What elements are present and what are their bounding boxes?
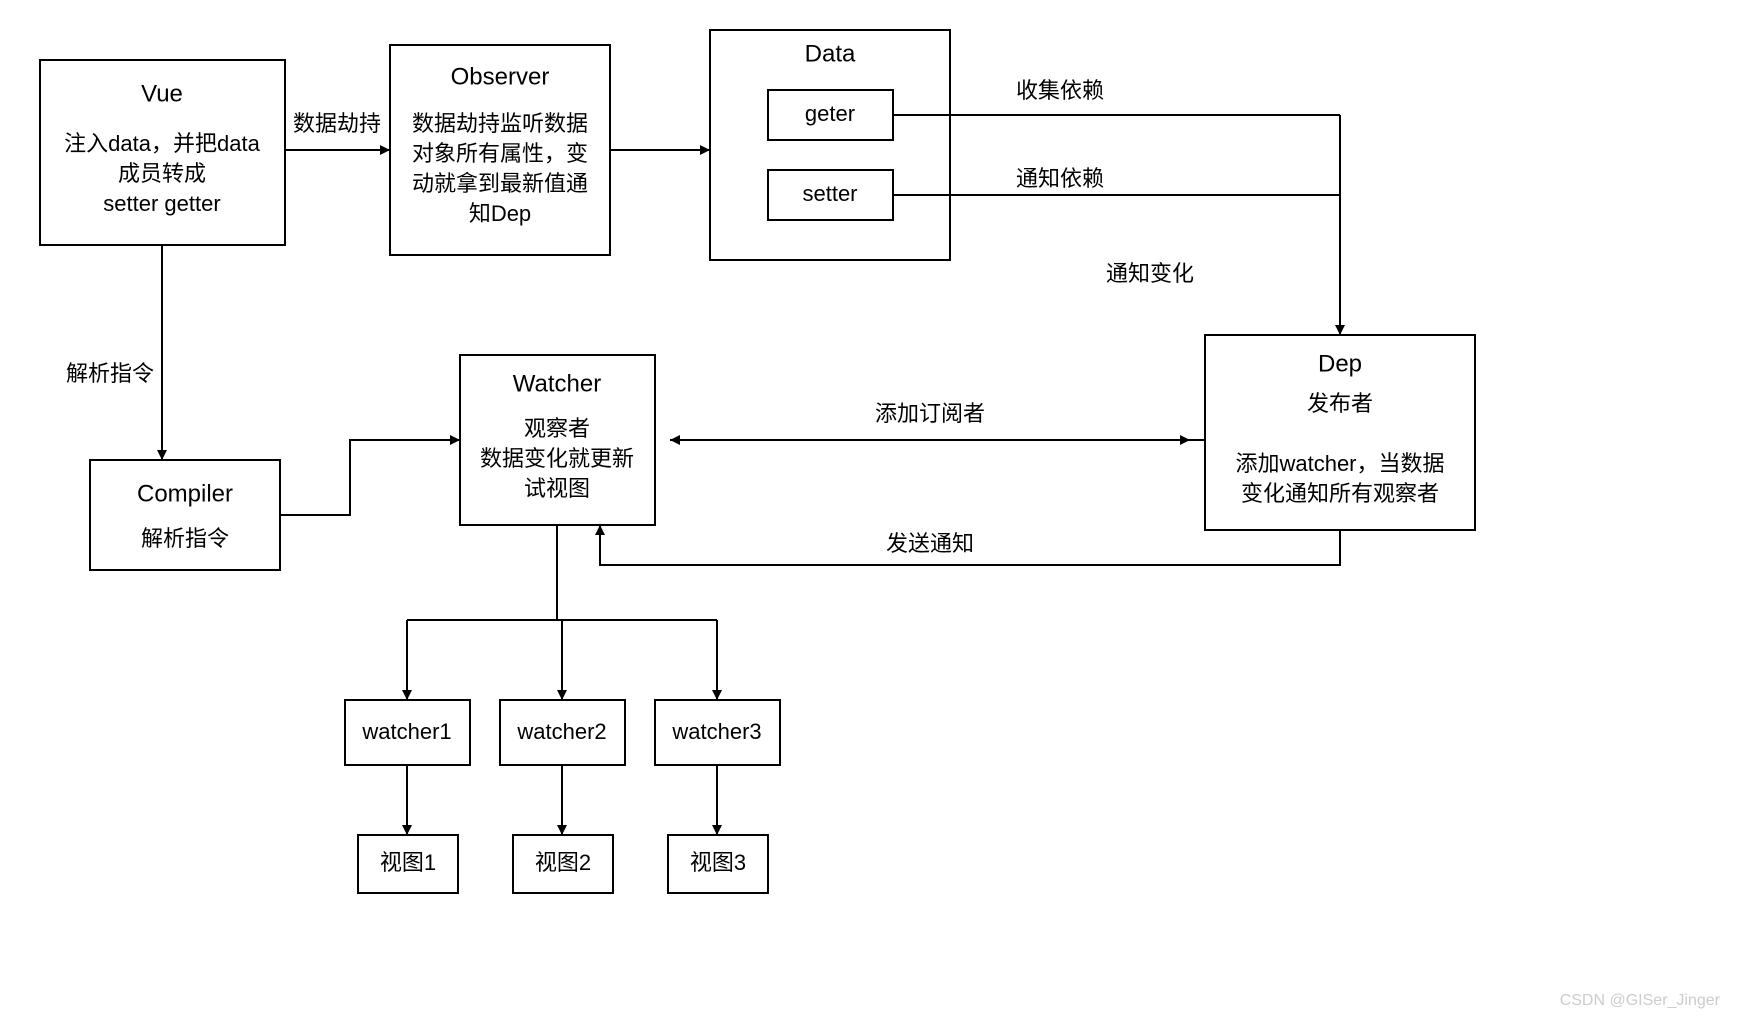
w3-label: watcher3 bbox=[671, 719, 761, 744]
watcher-title: Watcher bbox=[513, 370, 601, 397]
label-vue-observer: 数据劫持 bbox=[293, 111, 381, 136]
node-vue: Vue 注入data，并把data 成员转成 setter getter bbox=[40, 60, 285, 245]
edge-compiler-watcher bbox=[280, 440, 460, 515]
watcher-desc-1: 数据变化就更新 bbox=[480, 446, 634, 471]
v2-label: 视图2 bbox=[535, 850, 591, 875]
node-dep: Dep 发布者 添加watcher，当数据 变化通知所有观察者 bbox=[1205, 335, 1475, 530]
dep-desc-3: 变化通知所有观察者 bbox=[1241, 481, 1439, 506]
watermark: CSDN @GISer_Jinger bbox=[1560, 992, 1721, 1009]
observer-desc-0: 数据劫持监听数据 bbox=[412, 111, 588, 136]
node-data: Data geter setter bbox=[710, 30, 950, 260]
node-view3: 视图3 bbox=[668, 835, 768, 893]
label-send-notify: 发送通知 bbox=[886, 531, 974, 556]
v3-label: 视图3 bbox=[690, 850, 746, 875]
watcher-desc-0: 观察者 bbox=[524, 416, 590, 441]
flowchart-diagram: Vue 注入data，并把data 成员转成 setter getter Obs… bbox=[0, 0, 1741, 1020]
vue-title: Vue bbox=[141, 80, 183, 107]
label-vue-compiler: 解析指令 bbox=[66, 361, 154, 386]
node-watcher2: watcher2 bbox=[500, 700, 625, 765]
node-view2: 视图2 bbox=[513, 835, 613, 893]
vue-desc-2: setter getter bbox=[103, 191, 220, 216]
geter-label: geter bbox=[805, 101, 855, 126]
node-observer: Observer 数据劫持监听数据 对象所有属性，变 动就拿到最新值通 知Dep bbox=[390, 45, 610, 255]
node-view1: 视图1 bbox=[358, 835, 458, 893]
observer-desc-3: 知Dep bbox=[469, 201, 531, 226]
setter-label: setter bbox=[802, 181, 857, 206]
observer-desc-1: 对象所有属性，变 bbox=[412, 141, 588, 166]
label-down-dep: 通知变化 bbox=[1106, 261, 1194, 286]
data-title: Data bbox=[805, 40, 856, 67]
node-watcher1: watcher1 bbox=[345, 700, 470, 765]
node-watcher3: watcher3 bbox=[655, 700, 780, 765]
dep-desc-0: 发布者 bbox=[1307, 391, 1373, 416]
dep-title: Dep bbox=[1318, 350, 1362, 377]
node-compiler: Compiler 解析指令 bbox=[90, 460, 280, 570]
dep-desc-2: 添加watcher，当数据 bbox=[1235, 451, 1444, 476]
label-setter: 通知依赖 bbox=[1016, 166, 1104, 191]
vue-desc-1: 成员转成 bbox=[118, 161, 206, 186]
label-add-sub: 添加订阅者 bbox=[875, 401, 985, 426]
compiler-desc-0: 解析指令 bbox=[141, 526, 229, 551]
observer-desc-2: 动就拿到最新值通 bbox=[412, 171, 588, 196]
w2-label: watcher2 bbox=[516, 719, 606, 744]
watcher-desc-2: 试视图 bbox=[524, 476, 590, 501]
v1-label: 视图1 bbox=[380, 850, 436, 875]
observer-title: Observer bbox=[451, 63, 550, 90]
w1-label: watcher1 bbox=[361, 719, 451, 744]
node-watcher: Watcher 观察者 数据变化就更新 试视图 bbox=[460, 355, 655, 525]
vue-desc-0: 注入data，并把data bbox=[64, 131, 260, 156]
compiler-title: Compiler bbox=[137, 480, 233, 507]
label-geter: 收集依赖 bbox=[1016, 78, 1104, 103]
